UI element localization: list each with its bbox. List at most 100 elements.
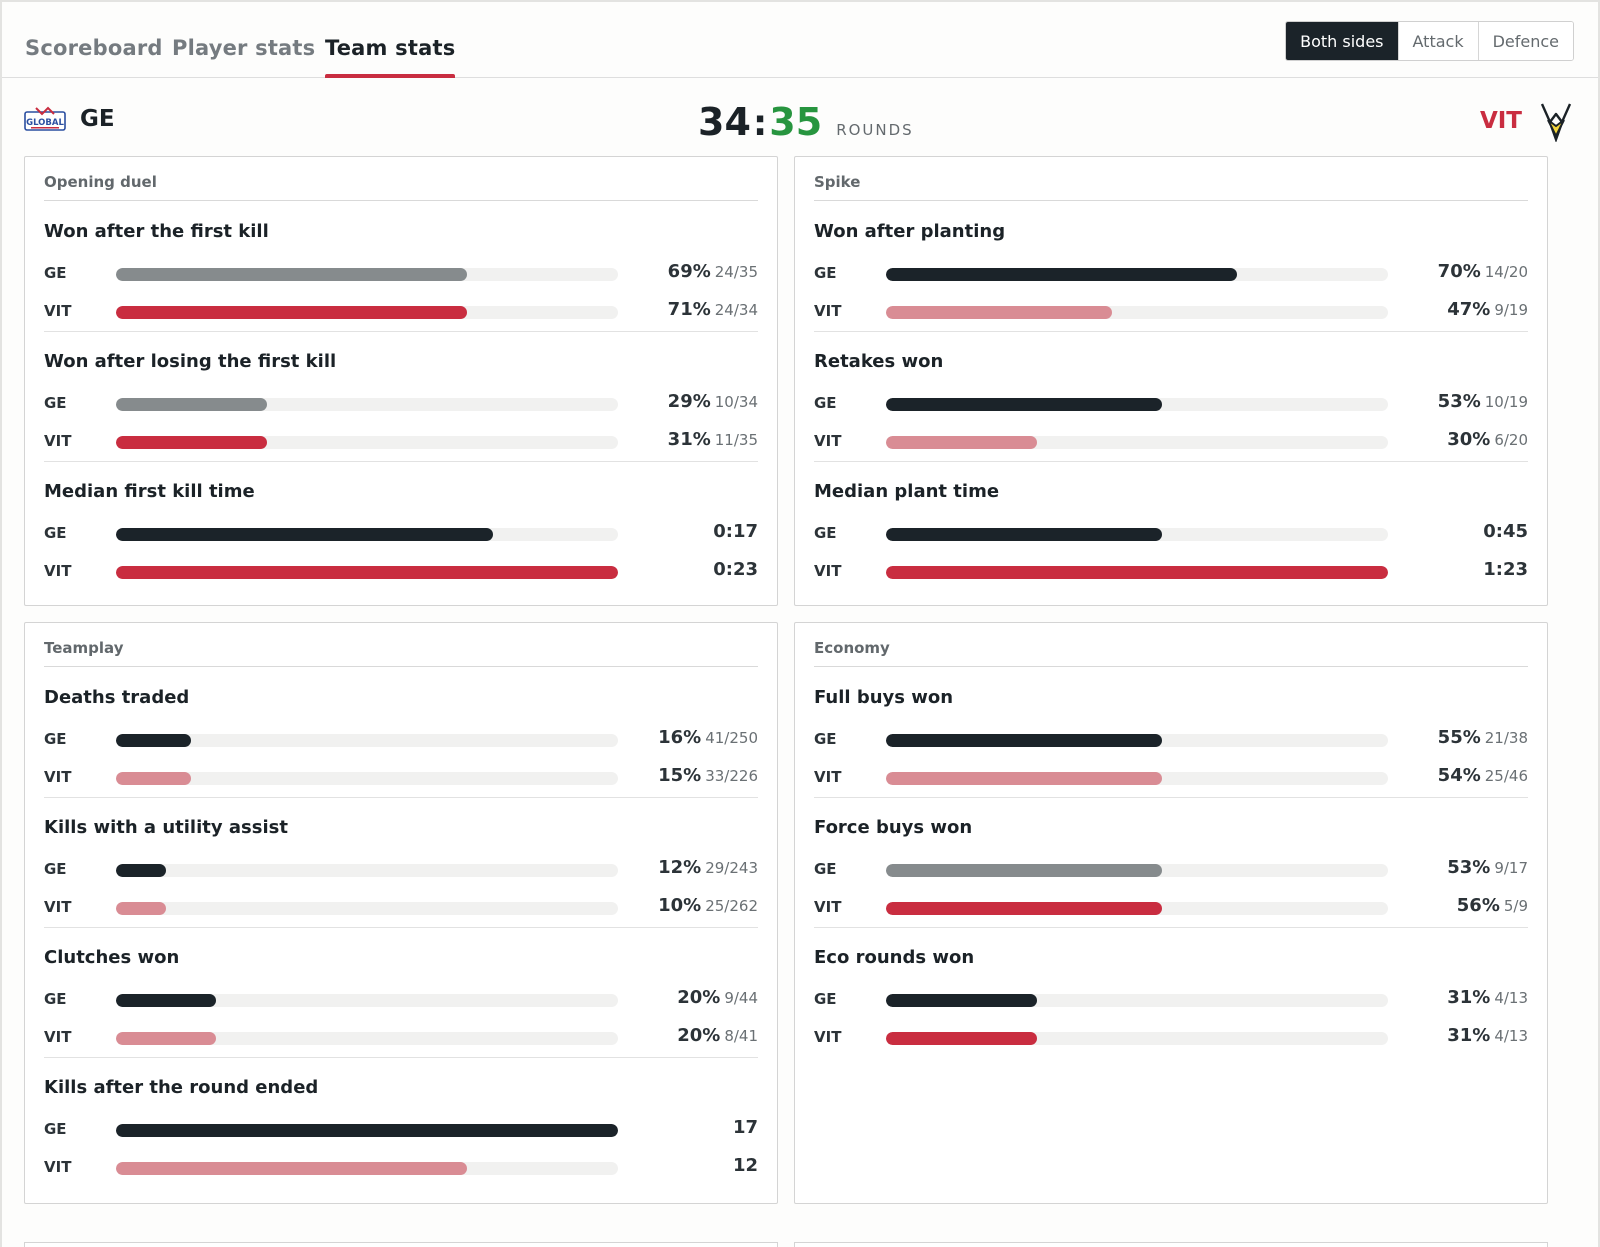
bar-fill bbox=[886, 436, 1037, 449]
bar-track bbox=[886, 902, 1388, 915]
stat-percent: 20% bbox=[677, 987, 721, 1008]
stat-percent: 15% bbox=[658, 765, 702, 786]
team-label: GE bbox=[814, 860, 837, 878]
team-row-ge: GE 0:17 bbox=[44, 521, 758, 545]
stat-title: Clutches won bbox=[44, 947, 180, 968]
side-filter: Both sides Attack Defence bbox=[1285, 21, 1574, 61]
team-label: VIT bbox=[44, 898, 72, 916]
stat-percent: 31% bbox=[1447, 987, 1491, 1008]
bar-fill bbox=[886, 1032, 1037, 1045]
score-left: 34 bbox=[698, 100, 751, 144]
bar-track bbox=[116, 528, 618, 541]
bar-fill bbox=[116, 306, 468, 319]
svg-text:GLOBAL: GLOBAL bbox=[26, 118, 64, 128]
stat-divider bbox=[44, 927, 758, 928]
team-row-ge: GE 16% 41/250 bbox=[44, 727, 758, 751]
tab-scoreboard[interactable]: Scoreboard bbox=[25, 36, 163, 60]
stat-value: 0:45 bbox=[1483, 521, 1528, 542]
card-spike: Spike Won after planting GE 70% 14/20 VIT 47% 9… bbox=[794, 156, 1548, 606]
stat-percent: 69% bbox=[667, 261, 711, 282]
stat-count: 24/34 bbox=[714, 301, 758, 319]
card-title: Economy bbox=[814, 639, 890, 657]
stat-value: 47% 9/19 bbox=[1447, 299, 1528, 320]
stat-percent: 47% bbox=[1447, 299, 1491, 320]
stat-value: 31% 11/35 bbox=[668, 429, 758, 450]
score: 34 : 35 ROUNDS bbox=[698, 100, 914, 144]
card-divider bbox=[814, 200, 1528, 201]
stat-kills-with-a-utility-assist: Kills with a utility assist GE 12% 29/243 VI… bbox=[44, 797, 758, 927]
stat-count: 33/226 bbox=[705, 767, 758, 785]
bar-fill bbox=[116, 772, 192, 785]
team-label: GE bbox=[814, 264, 837, 282]
stat-value: 31% 4/13 bbox=[1447, 1025, 1528, 1046]
team-label: GE bbox=[44, 264, 67, 282]
stat-title: Kills after the round ended bbox=[44, 1077, 319, 1098]
vit-bee-logo-icon bbox=[1540, 103, 1572, 142]
stat-title: Force buys won bbox=[814, 817, 973, 838]
stat-divider bbox=[814, 461, 1528, 462]
bar-fill bbox=[116, 864, 167, 877]
stat-percent: 54% bbox=[1437, 765, 1481, 786]
stat-title: Won after the first kill bbox=[44, 221, 269, 242]
both-sides-button[interactable]: Both sides bbox=[1286, 22, 1398, 60]
team-row-vit: VIT 54% 25/46 bbox=[814, 765, 1528, 789]
bar-track bbox=[116, 1032, 618, 1045]
team-left: GLOBAL GE bbox=[24, 106, 115, 132]
stat-count: 9/17 bbox=[1494, 859, 1528, 877]
bar-fill bbox=[886, 994, 1037, 1007]
defence-button[interactable]: Defence bbox=[1477, 22, 1573, 60]
team-label: VIT bbox=[44, 302, 72, 320]
stat-percent: 0:45 bbox=[1483, 521, 1528, 542]
team-label: VIT bbox=[814, 302, 842, 320]
bar-track bbox=[886, 528, 1388, 541]
stat-divider bbox=[814, 797, 1528, 798]
stat-count: 10/19 bbox=[1484, 393, 1528, 411]
stat-value: 69% 24/35 bbox=[668, 261, 758, 282]
team-label: GE bbox=[44, 730, 67, 748]
bar-fill bbox=[116, 1124, 618, 1137]
bar-track bbox=[116, 436, 618, 449]
bar-track bbox=[886, 566, 1388, 579]
stat-title: Won after planting bbox=[814, 221, 1006, 242]
bar-fill bbox=[116, 1032, 217, 1045]
team-label: VIT bbox=[814, 562, 842, 580]
tab-team-stats[interactable]: Team stats bbox=[325, 36, 456, 78]
stat-value: 31% 4/13 bbox=[1447, 987, 1528, 1008]
team-label: GE bbox=[814, 524, 837, 542]
card-divider bbox=[814, 666, 1528, 667]
stat-percent: 71% bbox=[667, 299, 711, 320]
stat-title: Full buys won bbox=[814, 687, 954, 708]
team-label: GE bbox=[44, 990, 67, 1008]
stat-count: 10/34 bbox=[714, 393, 758, 411]
next-card-left bbox=[24, 1242, 778, 1247]
stat-percent: 53% bbox=[1447, 857, 1491, 878]
tab-player-stats[interactable]: Player stats bbox=[172, 36, 316, 60]
bar-fill bbox=[886, 864, 1163, 877]
stat-title: Deaths traded bbox=[44, 687, 190, 708]
stat-percent: 31% bbox=[667, 429, 711, 450]
card-economy: Economy Full buys won GE 55% 21/38 VIT 54% 25/4… bbox=[794, 622, 1548, 1204]
bar-fill bbox=[116, 566, 618, 579]
stat-divider bbox=[44, 797, 758, 798]
bar-track bbox=[116, 772, 618, 785]
stat-value: 15% 33/226 bbox=[658, 765, 758, 786]
stat-value: 53% 10/19 bbox=[1438, 391, 1528, 412]
team-right-name: VIT bbox=[1479, 108, 1522, 134]
stat-title: Retakes won bbox=[814, 351, 944, 372]
score-right: 35 bbox=[769, 100, 823, 144]
bar-track bbox=[886, 268, 1388, 281]
attack-button[interactable]: Attack bbox=[1397, 22, 1478, 60]
stat-title: Median first kill time bbox=[44, 481, 255, 502]
stat-value: 0:23 bbox=[713, 559, 758, 580]
stat-value: 0:17 bbox=[713, 521, 758, 542]
bar-track bbox=[886, 306, 1388, 319]
bar-track bbox=[116, 734, 618, 747]
card-title: Spike bbox=[814, 173, 861, 191]
team-row-ge: GE 29% 10/34 bbox=[44, 391, 758, 415]
bar-fill bbox=[116, 268, 468, 281]
stat-value: 71% 24/34 bbox=[668, 299, 758, 320]
card-opening-duel: Opening duel Won after the first kill GE 69… bbox=[24, 156, 778, 606]
stat-count: 29/243 bbox=[705, 859, 758, 877]
team-label: GE bbox=[814, 990, 837, 1008]
